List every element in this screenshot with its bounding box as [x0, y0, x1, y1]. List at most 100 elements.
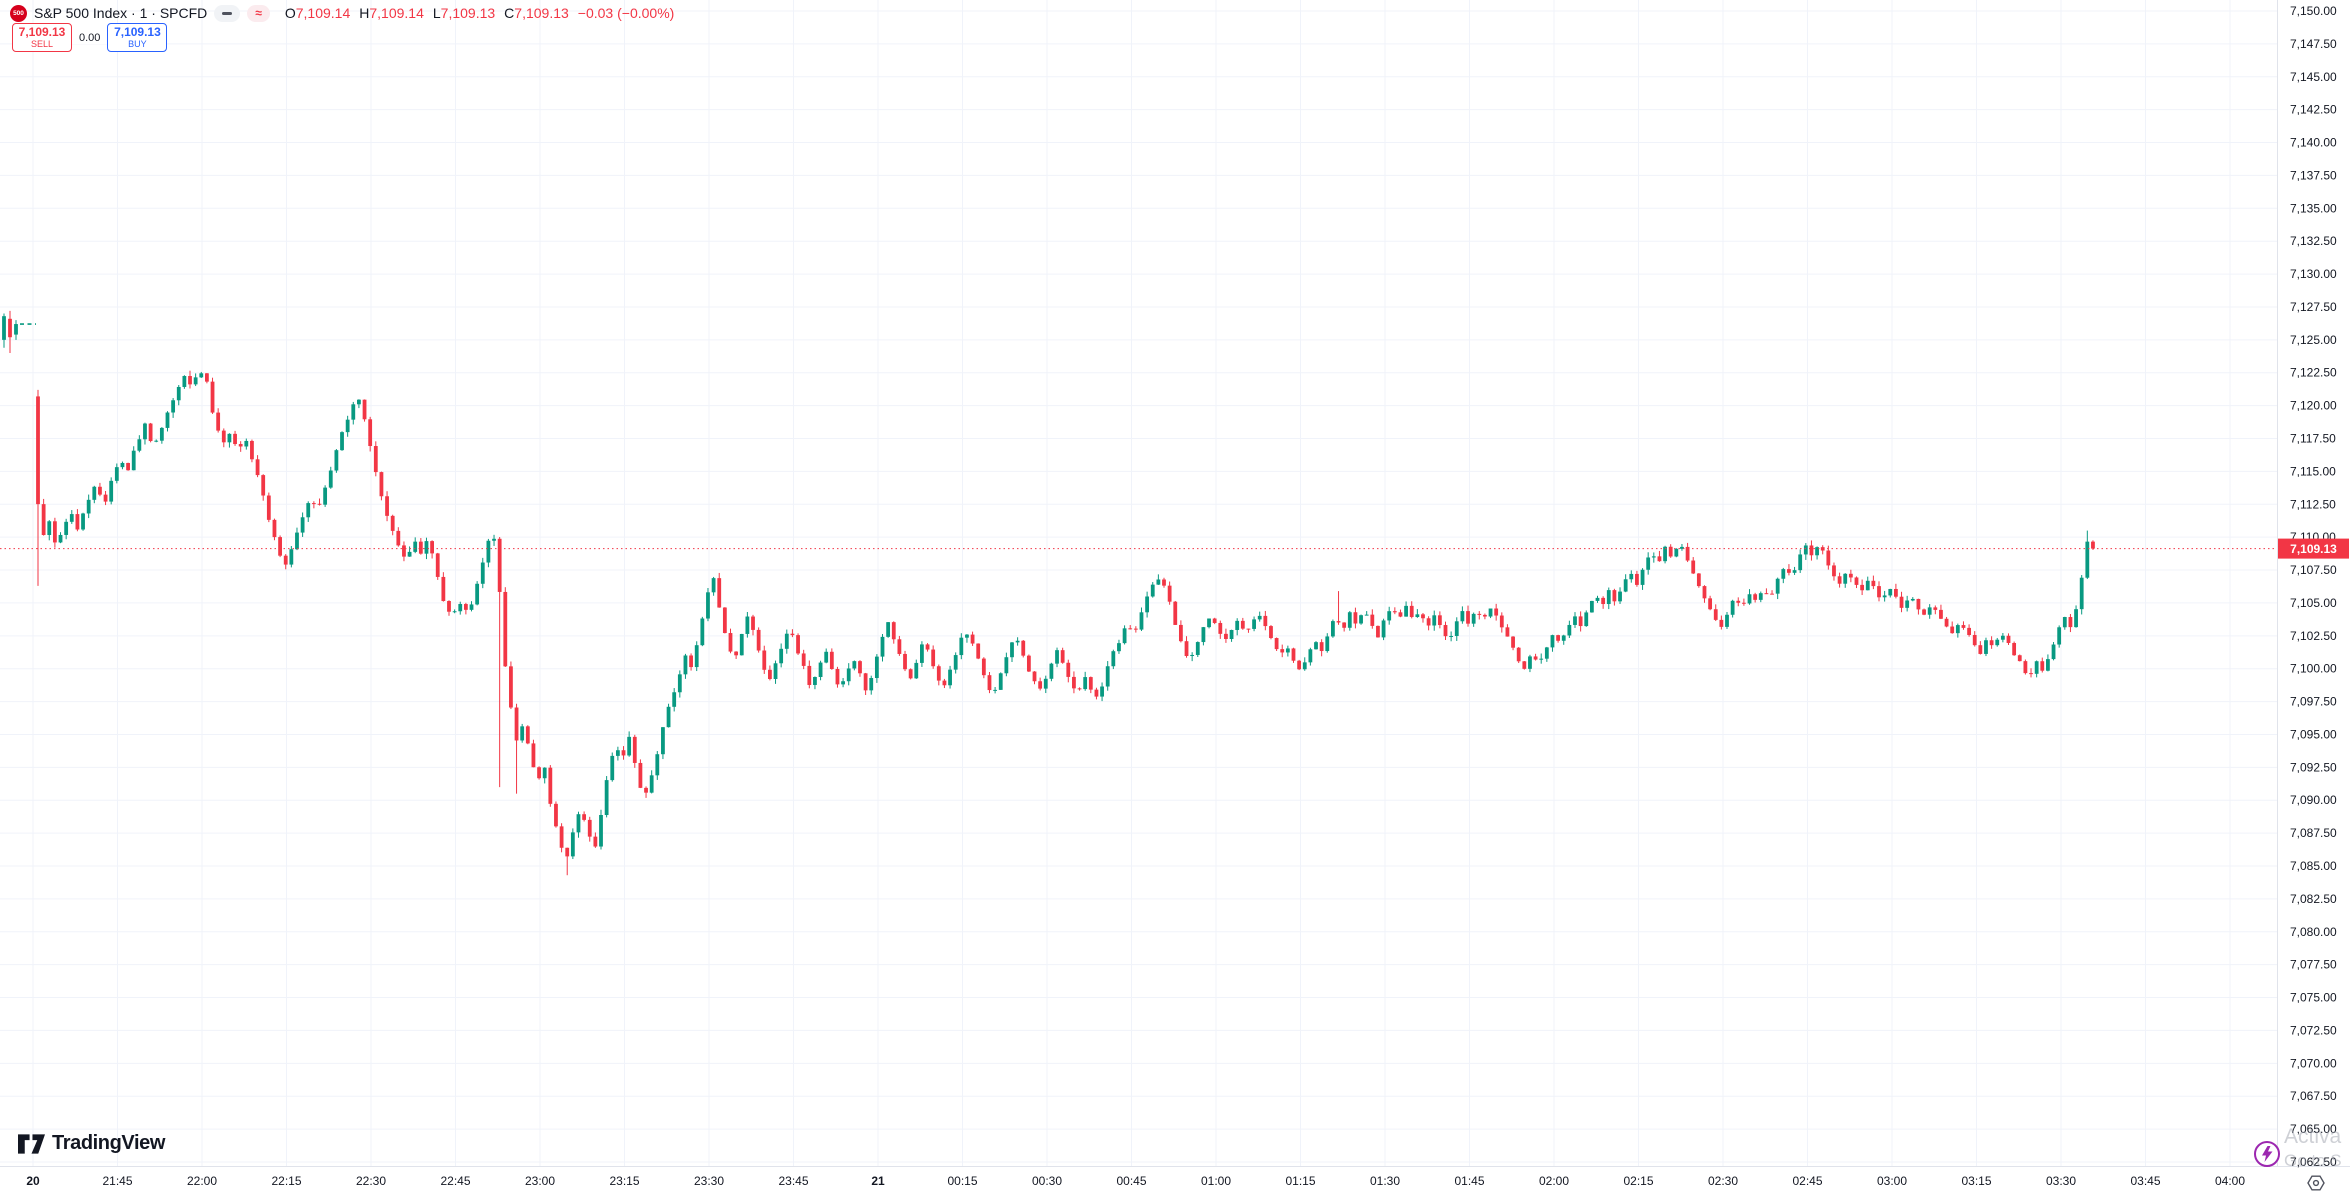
candle-up — [193, 377, 198, 385]
candle-up — [1815, 547, 1819, 556]
candle-down — [1077, 688, 1082, 690]
candle-down — [976, 643, 981, 659]
candle-up — [1882, 595, 1887, 598]
candle-down — [1133, 628, 1138, 630]
price-axis[interactable]: 7,150.00 7,147.50 7,145.00 7,142.50 7,140.00… — [2290, 4, 2337, 1169]
candle-down — [1516, 647, 1521, 662]
candle-up — [47, 521, 52, 536]
candle-down — [233, 433, 237, 445]
candle-down — [126, 462, 130, 471]
candle-up — [1004, 657, 1009, 674]
candle-up — [993, 689, 997, 691]
candle-up — [176, 386, 181, 401]
time-tick-label: 00:45 — [1116, 1174, 1146, 1188]
candle-up — [480, 562, 485, 584]
candle-down — [722, 607, 727, 634]
candle-down — [1409, 605, 1414, 618]
candle-down — [1668, 546, 1673, 557]
price-tick-label: 7,150.00 — [2290, 4, 2337, 18]
axis-settings-icon[interactable] — [2307, 1174, 2325, 1197]
candle-down — [278, 537, 282, 556]
candle-down — [1240, 620, 1245, 629]
time-tick-label: 03:45 — [2130, 1174, 2160, 1188]
candle-up — [784, 633, 789, 649]
time-tick-label: 20 — [26, 1174, 40, 1188]
time-axis[interactable]: 20 21:45 22:00 22:15 22:30 22:45 23:00 23:15 23:… — [26, 1174, 2245, 1188]
time-tick-label: 01:30 — [1370, 1174, 1400, 1188]
tradingview-logo[interactable]: TradingView — [18, 1132, 165, 1155]
candle-up — [869, 678, 874, 691]
candle-down — [1556, 635, 1560, 641]
close-value: 7,109.13 — [514, 5, 569, 21]
price-tick-label: 7,107.50 — [2290, 563, 2337, 577]
price-tick-label: 7,105.00 — [2290, 596, 2337, 610]
candle-down — [801, 653, 806, 666]
candle-down — [1297, 660, 1302, 670]
candle-down — [1072, 676, 1076, 689]
candle-up — [1747, 594, 1752, 604]
candle-up — [920, 644, 924, 663]
approx-status-pill[interactable]: ≈ — [247, 4, 270, 22]
candle-up — [1646, 557, 1651, 570]
time-tick-label: 02:15 — [1623, 1174, 1653, 1188]
candle-down — [554, 803, 558, 827]
candle-down — [768, 669, 772, 680]
candle-down — [430, 541, 434, 554]
candle-down — [1511, 636, 1515, 648]
candle-up — [334, 450, 339, 471]
candle-up — [182, 376, 187, 387]
candle-up — [1083, 677, 1088, 690]
price-tick-label: 7,145.00 — [2290, 70, 2337, 84]
price-tick-label: 7,092.50 — [2290, 760, 2337, 774]
candle-up — [711, 578, 716, 593]
candle-up — [1415, 614, 1420, 618]
price-tick-label: 7,085.00 — [2290, 859, 2337, 873]
candle-down — [1741, 602, 1746, 604]
candle-up — [1314, 642, 1318, 650]
candle-down — [1032, 671, 1037, 682]
candle-up — [1229, 629, 1234, 640]
candle-down — [903, 653, 907, 670]
candle-up — [1325, 636, 1330, 652]
chart-style-pill[interactable] — [214, 4, 241, 22]
boost-lightning-icon[interactable] — [2253, 1140, 2281, 1173]
candle-up — [69, 514, 74, 522]
candle-up — [120, 462, 125, 468]
candle-up — [1550, 635, 1555, 648]
candle-down — [1708, 598, 1713, 610]
candle-down — [942, 680, 947, 686]
candle-down — [1477, 613, 1482, 615]
sell-button[interactable]: 7,109.13 SELL — [12, 23, 72, 52]
candle-up — [880, 636, 885, 657]
candle-up — [1758, 593, 1763, 600]
symbol-title[interactable]: S&P 500 Index · 1 · SPCFD — [34, 5, 208, 21]
candle-down — [1719, 619, 1724, 627]
candle-up — [1488, 608, 1493, 617]
price-tick-label: 7,072.50 — [2290, 1023, 2337, 1037]
candle-down — [1939, 609, 1943, 619]
price-tick-label: 7,082.50 — [2290, 892, 2337, 906]
candle-down — [1967, 627, 1971, 635]
candle-down — [1336, 621, 1341, 623]
candle-up — [706, 592, 710, 619]
candle-down — [2040, 661, 2045, 671]
price-tick-label: 7,087.50 — [2290, 826, 2337, 840]
candle-up — [1235, 620, 1240, 630]
candle-down — [1837, 576, 1842, 584]
candle-down — [1421, 614, 1425, 619]
candle-up — [779, 648, 784, 664]
price-tick-label: 7,075.00 — [2290, 991, 2337, 1005]
price-tick-label: 7,077.50 — [2290, 958, 2337, 972]
candle-down — [1702, 586, 1707, 599]
candle-down — [1094, 689, 1099, 697]
candle-up — [874, 656, 879, 679]
candle-down — [525, 726, 530, 744]
candle-down — [1426, 618, 1431, 626]
price-tick-label: 7,122.50 — [2290, 366, 2337, 380]
candle-up — [1381, 620, 1386, 638]
ohlc-readout: O7,109.14 H7,109.14 L7,109.13 C7,109.13 — [285, 5, 569, 21]
candle-up — [2062, 617, 2067, 628]
buy-button[interactable]: 7,109.13 BUY — [107, 23, 168, 52]
candle-up — [1190, 654, 1195, 656]
